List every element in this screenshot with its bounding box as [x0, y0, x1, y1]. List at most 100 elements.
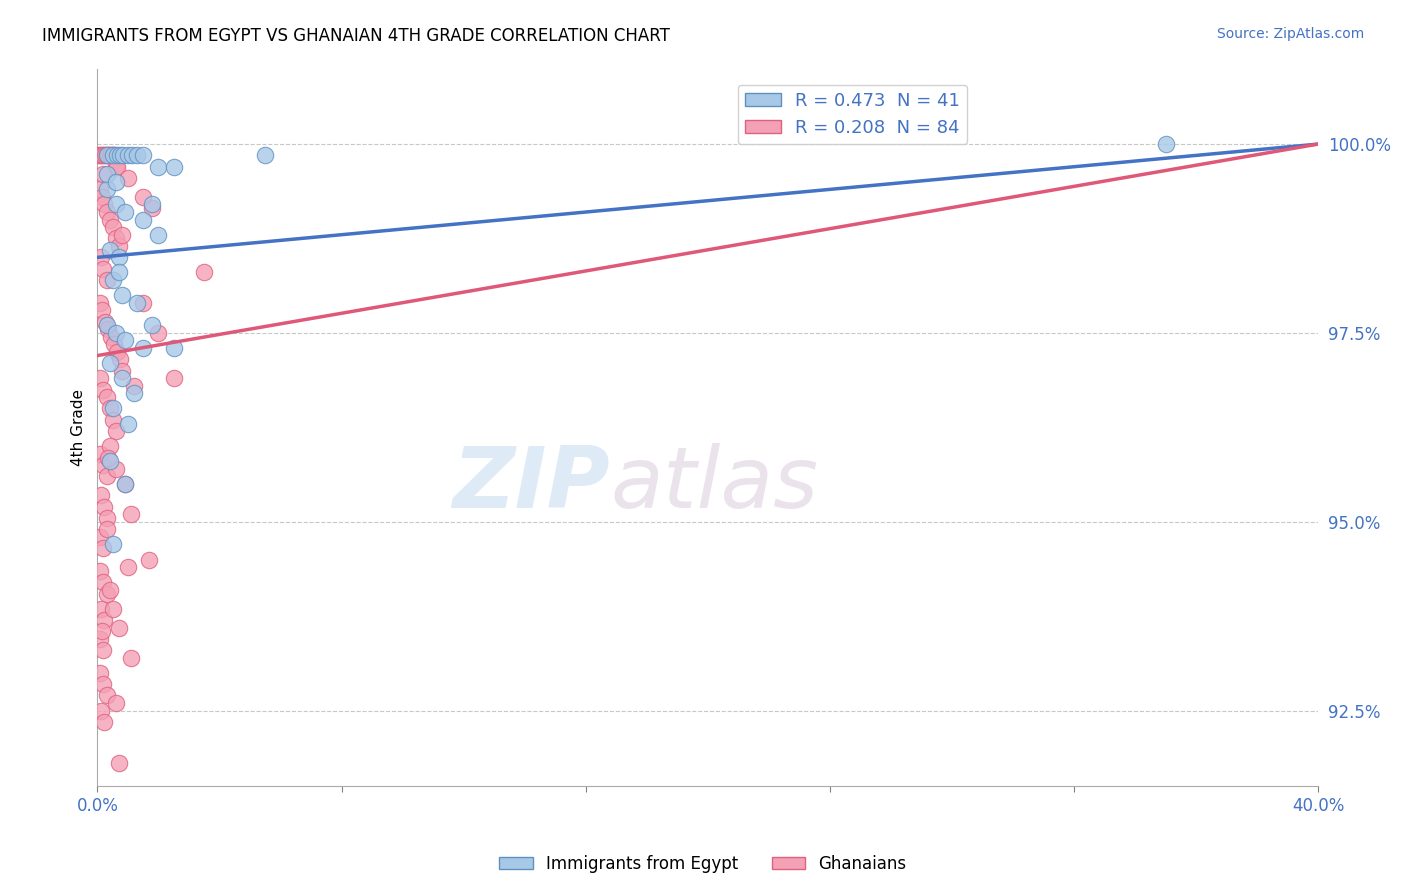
Point — [97, 322, 120, 336]
Point — [101, 220, 124, 235]
Point — [93, 613, 115, 627]
Point — [148, 227, 170, 242]
Point — [100, 329, 122, 343]
Point — [163, 371, 186, 385]
Point — [96, 148, 118, 162]
Point — [93, 541, 115, 556]
Point — [107, 251, 129, 265]
Point — [98, 148, 121, 162]
Point — [90, 251, 112, 265]
Point — [98, 454, 121, 468]
Point — [104, 424, 127, 438]
Point — [1154, 137, 1177, 152]
Point — [96, 586, 118, 600]
Point — [96, 182, 118, 196]
Point — [93, 261, 115, 276]
Point — [101, 537, 124, 551]
Point — [93, 500, 115, 514]
Point — [104, 462, 127, 476]
Point — [90, 704, 112, 718]
Point — [104, 696, 127, 710]
Point — [117, 417, 139, 431]
Point — [101, 413, 124, 427]
Text: ZIP: ZIP — [453, 443, 610, 526]
Point — [98, 401, 121, 416]
Point — [138, 552, 160, 566]
Point — [93, 197, 115, 211]
Point — [98, 212, 121, 227]
Point — [93, 148, 115, 162]
Point — [89, 665, 111, 680]
Point — [94, 315, 117, 329]
Point — [105, 148, 128, 162]
Point — [125, 295, 148, 310]
Point — [89, 148, 111, 162]
Y-axis label: 4th Grade: 4th Grade — [72, 389, 86, 466]
Point — [100, 148, 122, 162]
Point — [117, 148, 139, 162]
Point — [163, 341, 186, 355]
Point — [96, 148, 118, 162]
Point — [96, 522, 118, 536]
Point — [93, 643, 115, 657]
Point — [163, 160, 186, 174]
Text: Source: ZipAtlas.com: Source: ZipAtlas.com — [1216, 27, 1364, 41]
Point — [89, 564, 111, 578]
Point — [148, 326, 170, 340]
Point — [132, 190, 155, 204]
Point — [96, 689, 118, 703]
Point — [93, 714, 115, 729]
Point — [103, 148, 125, 162]
Point — [87, 148, 110, 162]
Point — [96, 511, 118, 525]
Point — [93, 575, 115, 590]
Point — [90, 624, 112, 639]
Point — [111, 227, 134, 242]
Point — [104, 326, 127, 340]
Point — [98, 243, 121, 257]
Point — [101, 273, 124, 287]
Point — [89, 182, 111, 196]
Point — [120, 507, 142, 521]
Point — [89, 632, 111, 646]
Point — [107, 265, 129, 279]
Point — [89, 295, 111, 310]
Point — [107, 239, 129, 253]
Point — [89, 447, 111, 461]
Point — [111, 288, 134, 302]
Point — [132, 341, 155, 355]
Point — [111, 364, 134, 378]
Point — [104, 231, 127, 245]
Point — [97, 148, 120, 162]
Point — [104, 175, 127, 189]
Point — [101, 148, 124, 162]
Point — [107, 620, 129, 634]
Point — [148, 160, 170, 174]
Point — [101, 401, 124, 416]
Point — [114, 477, 136, 491]
Point — [89, 530, 111, 544]
Point — [96, 167, 118, 181]
Point — [117, 171, 139, 186]
Point — [90, 148, 112, 162]
Point — [105, 344, 128, 359]
Point — [111, 371, 134, 385]
Point — [132, 295, 155, 310]
Point — [103, 337, 125, 351]
Point — [117, 560, 139, 574]
Point — [104, 197, 127, 211]
Text: atlas: atlas — [610, 443, 818, 526]
Point — [122, 378, 145, 392]
Point — [90, 488, 112, 502]
Point — [89, 371, 111, 385]
Legend: Immigrants from Egypt, Ghanaians: Immigrants from Egypt, Ghanaians — [494, 848, 912, 880]
Point — [112, 148, 135, 162]
Point — [121, 148, 143, 162]
Point — [132, 212, 155, 227]
Point — [254, 148, 277, 162]
Point — [110, 352, 132, 367]
Point — [104, 160, 127, 174]
Point — [122, 386, 145, 401]
Point — [96, 390, 118, 404]
Point — [120, 650, 142, 665]
